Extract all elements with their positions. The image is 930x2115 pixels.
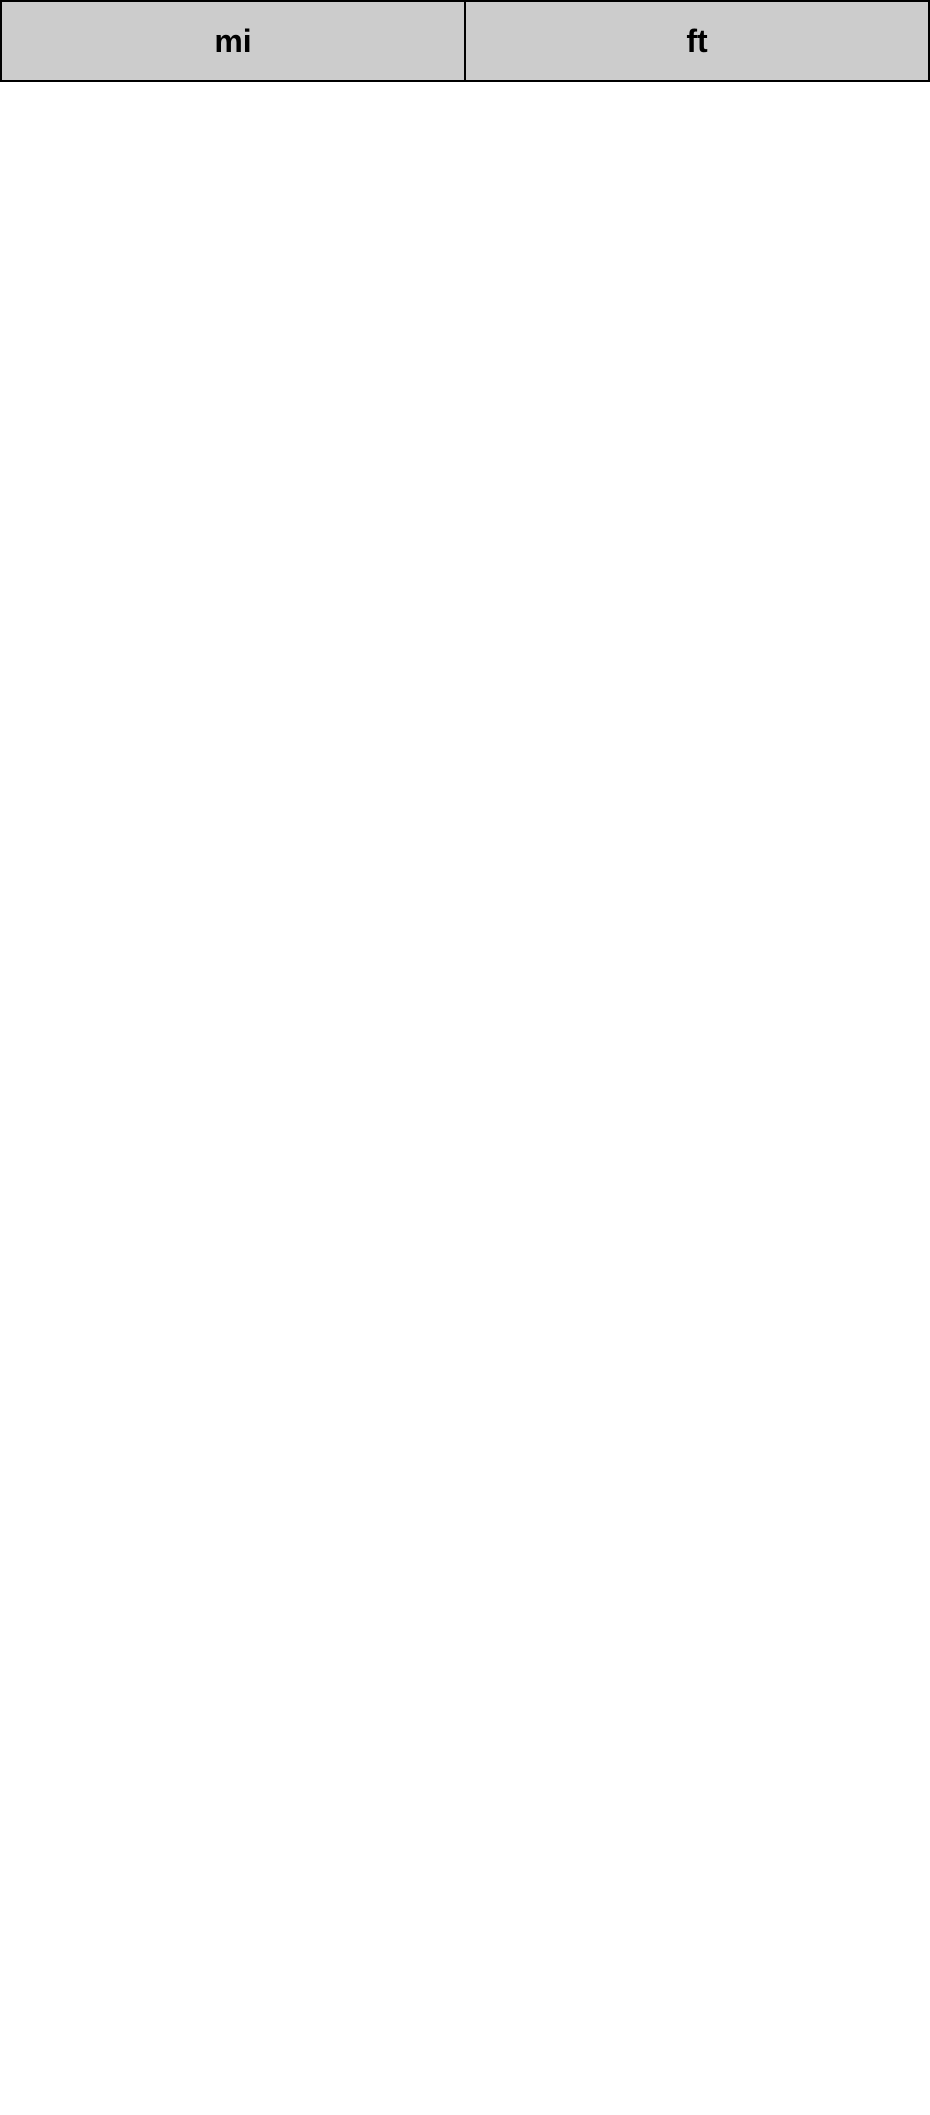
column-header-ft: ft: [465, 1, 929, 81]
table-header-row: mi ft: [1, 1, 929, 81]
conversion-table-container: mi ft: [0, 0, 930, 82]
column-header-mi: mi: [1, 1, 465, 81]
conversion-table: mi ft: [0, 0, 930, 82]
